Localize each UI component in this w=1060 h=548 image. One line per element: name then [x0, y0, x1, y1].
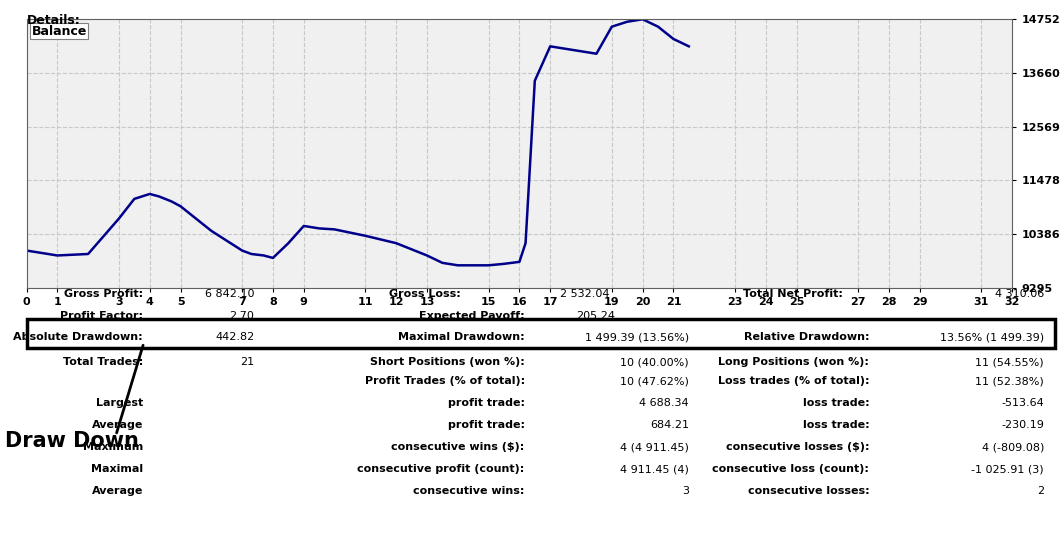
Text: consecutive loss (count):: consecutive loss (count): [712, 464, 869, 474]
Text: 1 499.39 (13.56%): 1 499.39 (13.56%) [585, 333, 689, 342]
Text: 442.82: 442.82 [215, 333, 254, 342]
Text: Short Positions (won %):: Short Positions (won %): [370, 357, 525, 367]
Text: Details:: Details: [26, 14, 81, 27]
Text: Absolute Drawdown:: Absolute Drawdown: [14, 333, 143, 342]
Text: Balance: Balance [32, 25, 87, 38]
Text: Largest: Largest [95, 398, 143, 408]
Text: Gross Profit:: Gross Profit: [64, 289, 143, 299]
Text: consecutive losses ($):: consecutive losses ($): [726, 442, 869, 452]
Text: consecutive profit (count):: consecutive profit (count): [357, 464, 525, 474]
Text: 21: 21 [241, 357, 254, 367]
Text: 13.56% (1 499.39): 13.56% (1 499.39) [940, 333, 1044, 342]
Text: 11 (54.55%): 11 (54.55%) [975, 357, 1044, 367]
Text: -1 025.91 (3): -1 025.91 (3) [971, 464, 1044, 474]
Text: 4 (-809.08): 4 (-809.08) [982, 442, 1044, 452]
Text: 10 (47.62%): 10 (47.62%) [620, 376, 689, 386]
Text: Expected Payoff:: Expected Payoff: [419, 311, 525, 321]
Text: Maximal: Maximal [91, 464, 143, 474]
Text: 684.21: 684.21 [650, 420, 689, 430]
Text: 2 532.04: 2 532.04 [560, 289, 610, 299]
Text: consecutive wins:: consecutive wins: [413, 486, 525, 496]
Text: loss trade:: loss trade: [802, 398, 869, 408]
Text: consecutive wins ($):: consecutive wins ($): [391, 442, 525, 452]
Text: 2: 2 [1037, 486, 1044, 496]
Text: profit trade:: profit trade: [447, 398, 525, 408]
Text: loss trade:: loss trade: [802, 420, 869, 430]
Text: 11 (52.38%): 11 (52.38%) [975, 376, 1044, 386]
Text: Profit Factor:: Profit Factor: [60, 311, 143, 321]
Text: 3: 3 [682, 486, 689, 496]
Text: Total Trades:: Total Trades: [63, 357, 143, 367]
Text: 4 (4 911.45): 4 (4 911.45) [620, 442, 689, 452]
Text: 6 842.10: 6 842.10 [205, 289, 254, 299]
Text: Long Positions (won %):: Long Positions (won %): [719, 357, 869, 367]
Text: 205.24: 205.24 [576, 311, 615, 321]
Text: 4 688.34: 4 688.34 [639, 398, 689, 408]
Text: 4 310.06: 4 310.06 [995, 289, 1044, 299]
Text: Draw Down: Draw Down [5, 431, 139, 451]
Text: Loss trades (% of total):: Loss trades (% of total): [718, 376, 869, 386]
Text: 4 911.45 (4): 4 911.45 (4) [620, 464, 689, 474]
Text: Profit Trades (% of total):: Profit Trades (% of total): [365, 376, 525, 386]
Text: 10 (40.00%): 10 (40.00%) [620, 357, 689, 367]
Text: Average: Average [92, 420, 143, 430]
Text: Maximal Drawdown:: Maximal Drawdown: [399, 333, 525, 342]
Text: -513.64: -513.64 [1002, 398, 1044, 408]
Text: consecutive losses:: consecutive losses: [747, 486, 869, 496]
Text: Relative Drawdown:: Relative Drawdown: [744, 333, 869, 342]
Text: Average: Average [92, 486, 143, 496]
Text: profit trade:: profit trade: [447, 420, 525, 430]
Text: -230.19: -230.19 [1002, 420, 1044, 430]
Text: Total Net Profit:: Total Net Profit: [743, 289, 843, 299]
Text: 2.70: 2.70 [230, 311, 254, 321]
Text: Gross Loss:: Gross Loss: [389, 289, 461, 299]
Text: Maximum: Maximum [83, 442, 143, 452]
